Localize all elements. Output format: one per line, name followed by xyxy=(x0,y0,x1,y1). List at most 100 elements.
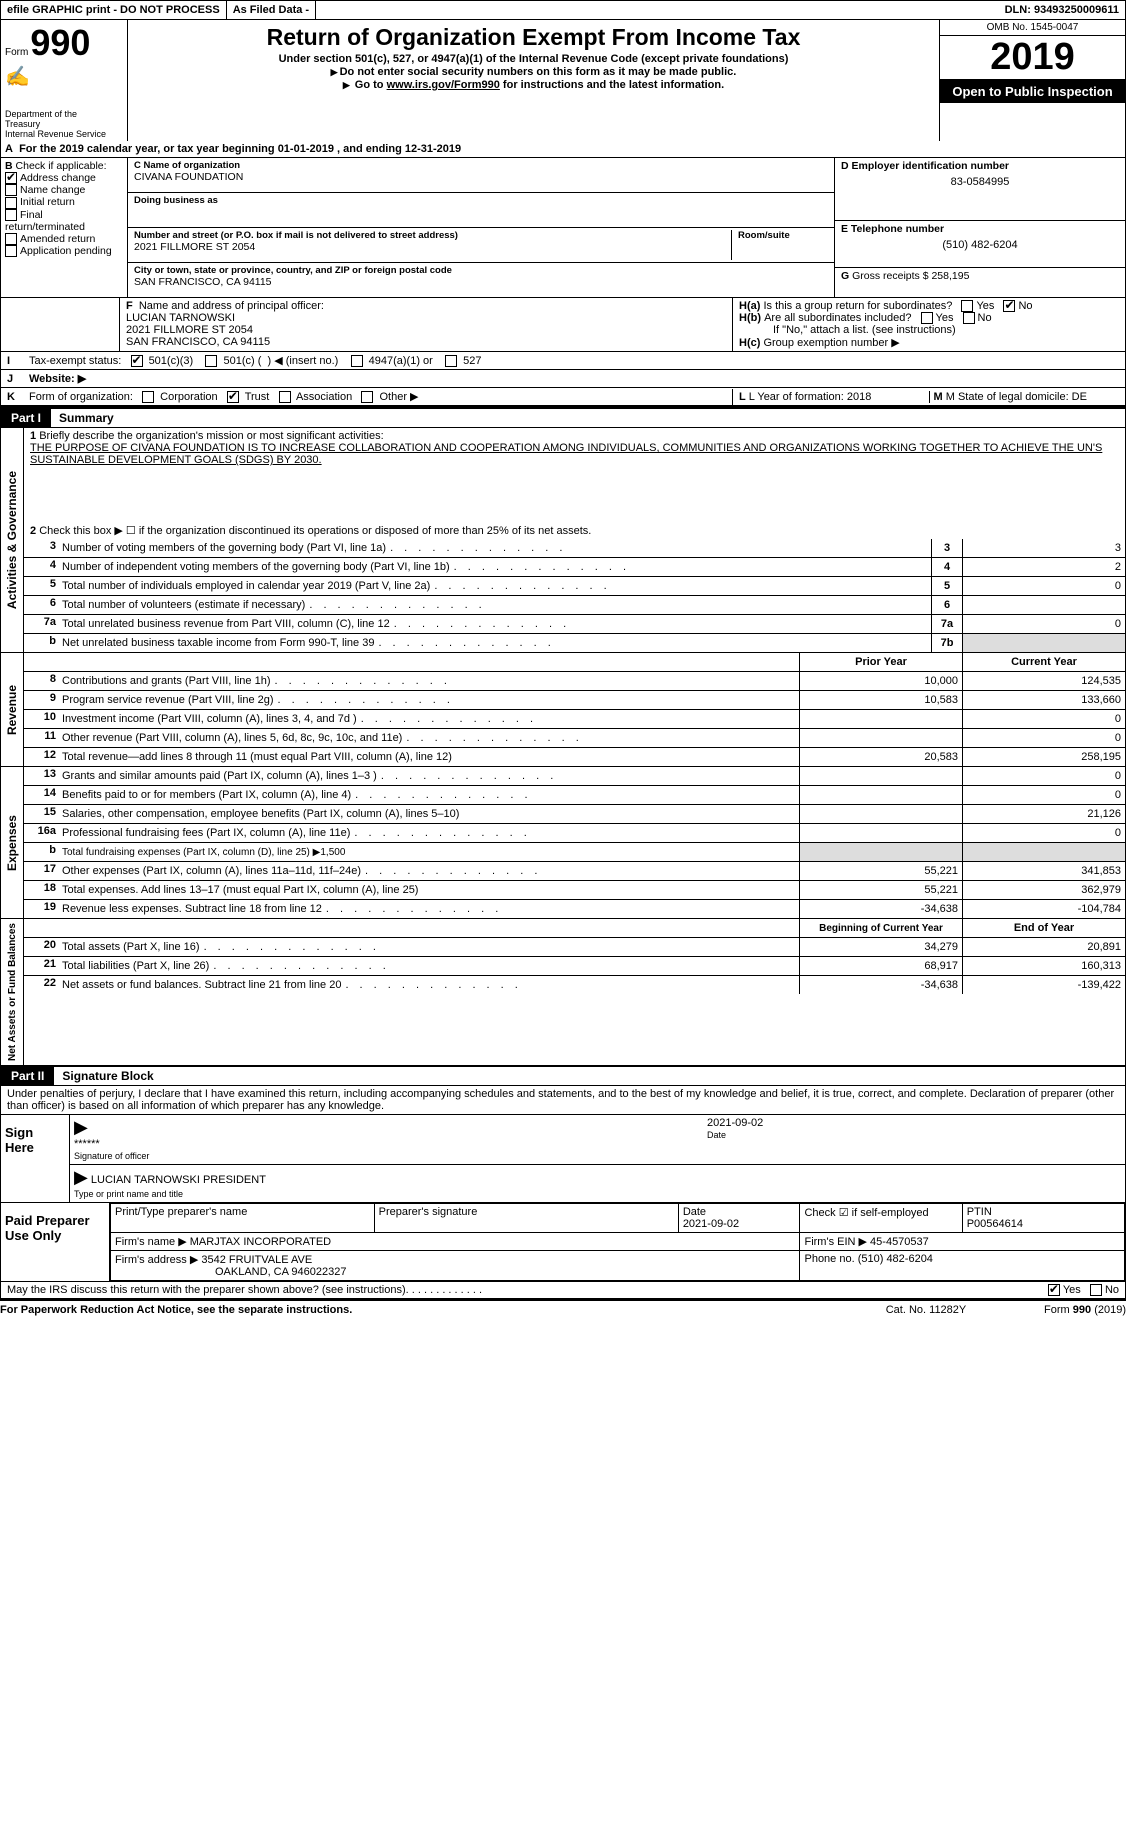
addr-val: 2021 FILLMORE ST 2054 xyxy=(134,241,725,253)
dept-line3: Internal Revenue Service xyxy=(5,129,123,139)
part2-title: Signature Block xyxy=(54,1067,161,1085)
dba-cap: Doing business as xyxy=(134,195,828,206)
header-right: OMB No. 1545-0047 2019 Open to Public In… xyxy=(939,20,1125,141)
section-c: C Name of organization CIVANA FOUNDATION… xyxy=(128,158,834,297)
line-a-label: A xyxy=(5,143,13,155)
asfiled-label: As Filed Data - xyxy=(227,1,316,19)
officer-name: LUCIAN TARNOWSKI xyxy=(126,312,235,324)
rev-vlabel: Revenue xyxy=(4,681,20,739)
sign-here-block: Sign Here ▶ ****** Signature of officer … xyxy=(0,1115,1126,1203)
identity-block: B Check if applicable: Address change Na… xyxy=(0,158,1126,298)
chk-address-change[interactable] xyxy=(5,172,17,184)
dln-label: DLN: xyxy=(1005,4,1031,16)
ptin: P00564614 xyxy=(967,1218,1023,1230)
dln: DLN: 93493250009611 xyxy=(999,1,1125,19)
chk-name-change[interactable] xyxy=(5,184,17,196)
chk-final-return[interactable] xyxy=(5,209,17,221)
chk-527[interactable] xyxy=(445,355,457,367)
chk-amended[interactable] xyxy=(5,233,17,245)
firm-phone: (510) 482-6204 xyxy=(858,1253,933,1265)
city-cap: City or town, state or province, country… xyxy=(134,265,828,276)
ha-yes[interactable] xyxy=(961,300,973,312)
firm-addr2: OAKLAND, CA 946022327 xyxy=(215,1266,346,1278)
dept-line2: Treasury xyxy=(5,119,123,129)
footer: For Paperwork Reduction Act Notice, see … xyxy=(0,1300,1126,1319)
subtitle-1: Under section 501(c), 527, or 4947(a)(1)… xyxy=(134,53,933,65)
irs-link[interactable]: www.irs.gov/Form990 xyxy=(387,79,500,91)
part1-header: Part I Summary xyxy=(0,407,1126,428)
omb-number: OMB No. 1545-0047 xyxy=(940,20,1125,36)
top-bar: efile GRAPHIC print - DO NOT PROCESS As … xyxy=(0,0,1126,20)
chk-assoc[interactable] xyxy=(279,391,291,403)
addr-cap: Number and street (or P.O. box if mail i… xyxy=(134,230,725,241)
header-center: Return of Organization Exempt From Incom… xyxy=(128,20,939,141)
exp-vlabel: Expenses xyxy=(4,811,20,875)
chk-initial-return[interactable] xyxy=(5,197,17,209)
gov-vlabel: Activities & Governance xyxy=(4,467,20,613)
open-to-public: Open to Public Inspection xyxy=(940,80,1125,103)
prep-name-hdr: Print/Type preparer's name xyxy=(111,1204,375,1233)
efile-notice: efile GRAPHIC print - DO NOT PROCESS xyxy=(1,1,227,19)
chk-corp[interactable] xyxy=(142,391,154,403)
chk-501c[interactable] xyxy=(205,355,217,367)
discuss-no[interactable] xyxy=(1090,1284,1102,1296)
asfiled-blank xyxy=(316,1,331,19)
section-f-h: F Name and address of principal officer:… xyxy=(0,298,1126,352)
row-k: K Form of organization: Corporation Trus… xyxy=(0,388,1126,407)
part1-label: Part I xyxy=(1,409,51,427)
ein-val: 83-0584995 xyxy=(841,176,1119,188)
room-cap: Room/suite xyxy=(738,230,828,241)
row-j: J Website: ▶ xyxy=(0,370,1126,388)
penalties-text: Under penalties of perjury, I declare th… xyxy=(0,1086,1126,1115)
sig-stars: ****** xyxy=(74,1138,100,1150)
c-name-cap: C Name of organization xyxy=(134,160,828,171)
sig-date: 2021-09-02 xyxy=(707,1117,763,1129)
revenue-block: Revenue Prior YearCurrent Year 8Contribu… xyxy=(0,653,1126,767)
part2-label: Part II xyxy=(1,1067,54,1085)
prep-date: 2021-09-02 xyxy=(683,1218,739,1230)
gov-block: Activities & Governance 1 Briefly descri… xyxy=(0,428,1126,653)
ha-no[interactable] xyxy=(1003,300,1015,312)
part1-title: Summary xyxy=(51,409,122,427)
state-domicile: M M State of legal domicile: DE xyxy=(930,391,1120,403)
paid-preparer-block: Paid Preparer Use Only Print/Type prepar… xyxy=(0,1203,1126,1282)
chk-trust[interactable] xyxy=(227,391,239,403)
officer-addr1: 2021 FILLMORE ST 2054 xyxy=(126,324,253,336)
chk-501c3[interactable] xyxy=(131,355,143,367)
prep-selfemp: Check ☑ if self-employed xyxy=(800,1204,962,1233)
chk-app-pending[interactable] xyxy=(5,245,17,257)
part2-header: Part II Signature Block xyxy=(0,1067,1126,1086)
section-d-e-g: D Employer identification number 83-0584… xyxy=(834,158,1125,297)
phone-val: (510) 482-6204 xyxy=(841,239,1119,251)
d-cap: D Employer identification number xyxy=(841,160,1119,172)
form-ref: Form 990 (2019) xyxy=(986,1304,1126,1316)
e-cap: E Telephone number xyxy=(841,223,1119,235)
org-name: CIVANA FOUNDATION xyxy=(134,171,828,183)
hb-no[interactable] xyxy=(963,312,975,324)
form-header: Form 990 ✍ Department of the Treasury In… xyxy=(0,20,1126,141)
g-label: Gross receipts $ xyxy=(852,270,928,282)
preparer-label: Paid Preparer Use Only xyxy=(1,1203,110,1281)
chk-4947[interactable] xyxy=(351,355,363,367)
sign-here-label: Sign Here xyxy=(1,1115,70,1202)
netassets-block: Net Assets or Fund Balances Beginning of… xyxy=(0,919,1126,1067)
g-cap: G xyxy=(841,270,849,282)
hb-note: If "No," attach a list. (see instruction… xyxy=(773,324,1119,336)
subtitle-2: Do not enter social security numbers on … xyxy=(134,66,933,78)
firm-addr: 3542 FRUITVALE AVE xyxy=(201,1254,312,1266)
line-a: A For the 2019 calendar year, or tax yea… xyxy=(0,141,1126,158)
hb-yes[interactable] xyxy=(921,312,933,324)
form-title: Return of Organization Exempt From Incom… xyxy=(134,24,933,51)
subtitle-3: Go to www.irs.gov/Form990 for instructio… xyxy=(134,79,933,91)
officer-printed: LUCIAN TARNOWSKI PRESIDENT xyxy=(91,1174,266,1186)
net-vlabel: Net Assets or Fund Balances xyxy=(6,919,19,1065)
cat-no: Cat. No. 11282Y xyxy=(866,1304,986,1316)
mission-text: THE PURPOSE OF CIVANA FOUNDATION IS TO I… xyxy=(30,442,1102,466)
paperwork-notice: For Paperwork Reduction Act Notice, see … xyxy=(0,1304,866,1316)
discuss-yes[interactable] xyxy=(1048,1284,1060,1296)
dln-value: 93493250009611 xyxy=(1034,4,1119,16)
firm-ein: 45-4570537 xyxy=(870,1236,929,1248)
header-left: Form 990 ✍ Department of the Treasury In… xyxy=(1,20,128,141)
chk-other[interactable] xyxy=(361,391,373,403)
city-val: SAN FRANCISCO, CA 94115 xyxy=(134,276,828,288)
